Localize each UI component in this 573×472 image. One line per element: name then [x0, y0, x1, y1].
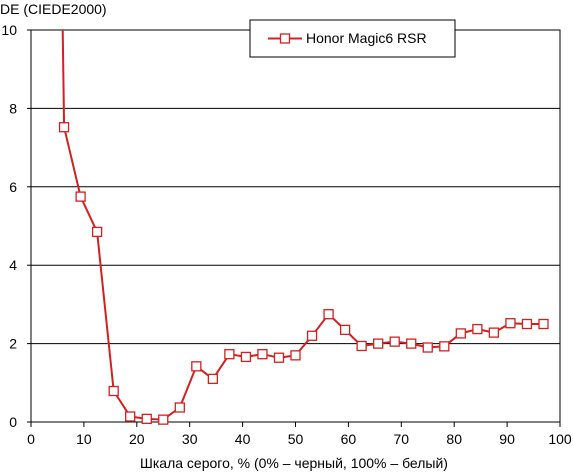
x-tick-label: 10 [76, 431, 92, 447]
data-point [207, 373, 219, 385]
data-point [306, 330, 318, 341]
y-tick-label: 2 [9, 336, 17, 352]
y-axis-ticks: 0 2 4 6 8 10 [1, 22, 31, 430]
legend-label: Honor Magic6 RSR [306, 30, 427, 46]
data-point [505, 318, 516, 329]
y-axis-title: DE (CIEDE2000) [0, 1, 107, 17]
data-point [174, 402, 185, 413]
data-point [422, 342, 433, 353]
x-tick-label: 90 [499, 431, 515, 447]
data-point [158, 414, 169, 425]
data-point [290, 350, 301, 361]
data-point [323, 309, 334, 320]
legend: Honor Magic6 RSR [249, 19, 456, 58]
y-tick-label: 0 [9, 414, 17, 430]
x-tick-label: 100 [548, 431, 572, 447]
x-tick-label: 30 [182, 431, 198, 447]
y-tick-label: 4 [9, 257, 17, 273]
data-point [373, 338, 384, 349]
data-point [58, 122, 70, 133]
data-point [125, 411, 136, 422]
y-tick-label: 10 [1, 22, 17, 38]
data-point [521, 318, 533, 330]
data-point [488, 327, 500, 338]
data-point [108, 385, 119, 397]
data-point [538, 318, 549, 330]
legend-marker-swatch [279, 33, 291, 44]
x-tick-label: 20 [129, 431, 145, 447]
data-point [141, 413, 152, 425]
y-tick-label: 6 [9, 179, 17, 195]
data-point [273, 352, 285, 363]
data-point [472, 323, 483, 335]
data-point [240, 351, 252, 363]
data-point [455, 328, 466, 339]
data-point [356, 340, 367, 352]
x-tick-label: 40 [235, 431, 251, 447]
data-point [224, 349, 235, 360]
series-line [61, 29, 544, 421]
x-axis-ticks: 0 10 20 30 40 50 60 70 80 90 100 [27, 422, 572, 447]
data-point [339, 324, 351, 336]
data-point [257, 349, 268, 360]
x-tick-label: 50 [288, 431, 304, 447]
x-tick-label: 70 [394, 431, 410, 447]
series-layer [58, 29, 549, 425]
x-tick-label: 80 [446, 431, 462, 447]
x-tick-label: 60 [341, 431, 357, 447]
gridlines [31, 29, 560, 345]
data-point [191, 361, 202, 372]
x-tick-label: 0 [27, 431, 35, 447]
data-point [389, 336, 400, 347]
x-axis-title: Шкала серого, % (0% – черный, 100% – бел… [140, 455, 448, 471]
data-point [439, 341, 450, 352]
data-point [75, 191, 86, 202]
data-point [91, 226, 103, 238]
y-tick-label: 8 [9, 100, 17, 116]
data-point [406, 338, 417, 349]
